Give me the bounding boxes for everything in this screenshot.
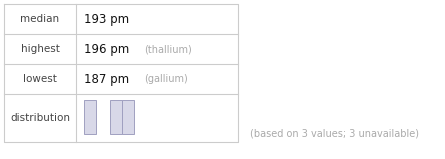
- Text: median: median: [20, 14, 60, 24]
- Text: (thallium): (thallium): [144, 44, 192, 54]
- Bar: [110, 100, 122, 134]
- Bar: [84, 100, 96, 134]
- Bar: [122, 100, 134, 134]
- Text: (based on 3 values; 3 unavailable): (based on 3 values; 3 unavailable): [250, 128, 419, 138]
- Text: (gallium): (gallium): [144, 74, 188, 84]
- Text: 193 pm: 193 pm: [84, 13, 129, 25]
- Text: highest: highest: [20, 44, 60, 54]
- Text: 187 pm: 187 pm: [84, 73, 129, 86]
- Text: distribution: distribution: [10, 113, 70, 123]
- Text: lowest: lowest: [23, 74, 57, 84]
- Text: 196 pm: 196 pm: [84, 42, 129, 55]
